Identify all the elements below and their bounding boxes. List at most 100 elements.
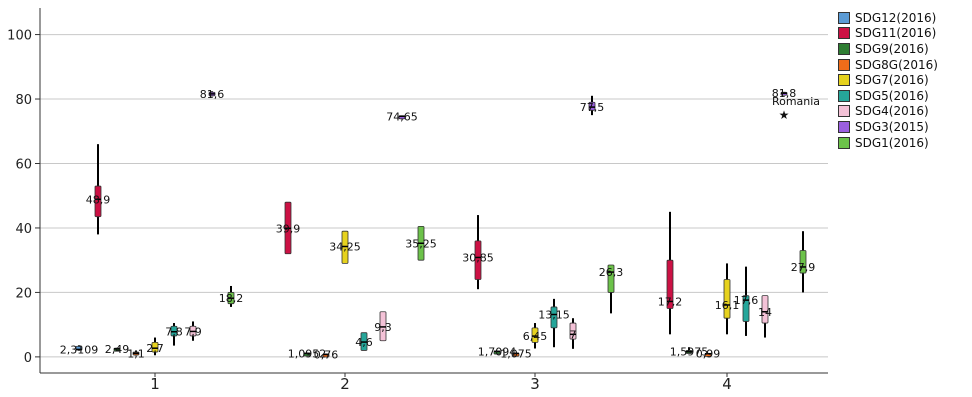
box-body [742,295,750,322]
median-label: 2,3109 [60,343,99,356]
box-SDG11(2016)-4 [666,211,674,335]
box-SDG5(2016)-2 [360,332,368,351]
box-SDG4(2016)-3 [569,318,577,349]
outlier-label: Romania [772,95,820,108]
outlier-marker: ★ [779,108,790,122]
median-label: 1,1 [127,347,145,360]
box-SDG12(2016)-1 [75,345,83,351]
box-body [474,240,482,280]
x-tick-label: 2 [340,375,350,392]
legend-item: SDG9(2016) [838,41,970,57]
median-label: 1,5975 [670,346,709,359]
median-label: 35,25 [405,237,437,250]
box-SDG4(2016)-1 [189,321,197,341]
median-label: 0,99 [696,348,721,361]
box-body [588,101,596,111]
median-label: 39,9 [276,222,301,235]
box-body [569,322,577,340]
legend-item: SDG7(2016) [838,72,970,88]
box-body [341,230,349,264]
legend-item: SDG3(2015) [838,119,970,135]
legend-swatch [838,74,850,87]
median-label: 18,2 [219,292,244,305]
box-SDG11(2016)-3 [474,215,482,290]
median-label: 2,7 [146,342,164,355]
legend-swatch [838,120,850,133]
median-label: 81,8 [772,87,797,100]
legend-swatch [838,136,850,149]
legend-swatch [838,42,850,55]
box-SDG5(2016)-4 [742,266,750,336]
x-tick-label: 3 [530,375,540,392]
box-SDG8G(2016)-3 [512,352,520,357]
median-label: 34,25 [329,240,361,253]
legend-label: SDG11(2016) [855,26,937,41]
y-tick-label: 20 [15,286,32,301]
legend-swatch [838,11,850,24]
box-SDG8G(2016)-2 [322,353,330,358]
median-label: 13,15 [538,308,570,321]
legend-item: SDG4(2016) [838,104,970,120]
y-tick-label: 80 [15,93,32,108]
legend-label: SDG12(2016) [855,10,937,25]
median-label: 27,9 [791,261,816,274]
legend-swatch [838,58,850,71]
legend-label: SDG7(2016) [855,73,929,88]
legend-swatch [838,105,850,118]
box-SDG11(2016)-1 [94,144,102,235]
box-SDG1(2016)-3 [607,264,615,314]
median-label: 7,9 [184,325,202,338]
box-SDG7(2016)-3 [531,323,539,349]
legend-label: SDG5(2016) [855,88,929,103]
median-label: 14 [758,306,772,319]
y-tick-label: 0 [24,351,32,366]
box-SDG9(2016)-4 [685,347,693,354]
box-body [151,341,159,353]
legend-item: SDG12(2016) [838,10,970,26]
box-SDG3(2015)-4 [780,91,788,96]
box-body [723,279,731,319]
y-tick-label: 60 [15,157,32,172]
box-body [761,295,769,324]
legend-swatch [838,89,850,102]
median-label: 26,3 [599,266,624,279]
median-label: 2,49 [105,343,130,356]
box-SDG7(2016)-1 [151,337,159,356]
median-label: 4,6 [355,336,373,349]
median-label: 1,7094 [478,345,517,358]
box-SDG9(2016)-3 [493,350,501,355]
legend-item: SDG8G(2016) [838,57,970,73]
box-SDG4(2016)-4 [761,295,769,338]
box-SDG1(2016)-4 [799,231,807,293]
axes: 0 20 40 60 80 100 1 2 3 4 [7,8,828,393]
median-label: 1,075 [500,347,532,360]
legend-item: SDG11(2016) [838,26,970,42]
y-tick-label: 100 [7,29,32,44]
legend-label: SDG9(2016) [855,41,929,56]
legend-label: SDG4(2016) [855,104,929,119]
legend-item: SDG5(2016) [838,88,970,104]
box-body [531,327,539,343]
box-SDG4(2016)-2 [379,311,387,342]
box-SDG1(2016)-2 [417,225,425,261]
legend-label: SDG3(2015) [855,119,929,134]
median-label: 81,6 [200,88,225,101]
median-label: 77,5 [580,101,605,114]
boxes [75,91,807,358]
box-SDG9(2016)-1 [113,347,121,352]
median-label: 1,0952 [288,347,327,360]
legend-item: SDG1(2016) [838,135,970,151]
box-SDG5(2016)-1 [170,323,178,346]
box-SDG7(2016)-2 [341,230,349,264]
box-SDG8G(2016)-1 [132,350,140,356]
box-body [94,185,102,218]
median-label: 6,45 [523,330,548,343]
legend-label: SDG1(2016) [855,135,929,150]
y-tick-label: 40 [15,222,32,237]
legend: SDG12(2016) SDG11(2016) SDG9(2016) SDG8G(20… [838,10,970,150]
median-label: 0,76 [314,348,339,361]
box-SDG9(2016)-2 [303,352,311,357]
